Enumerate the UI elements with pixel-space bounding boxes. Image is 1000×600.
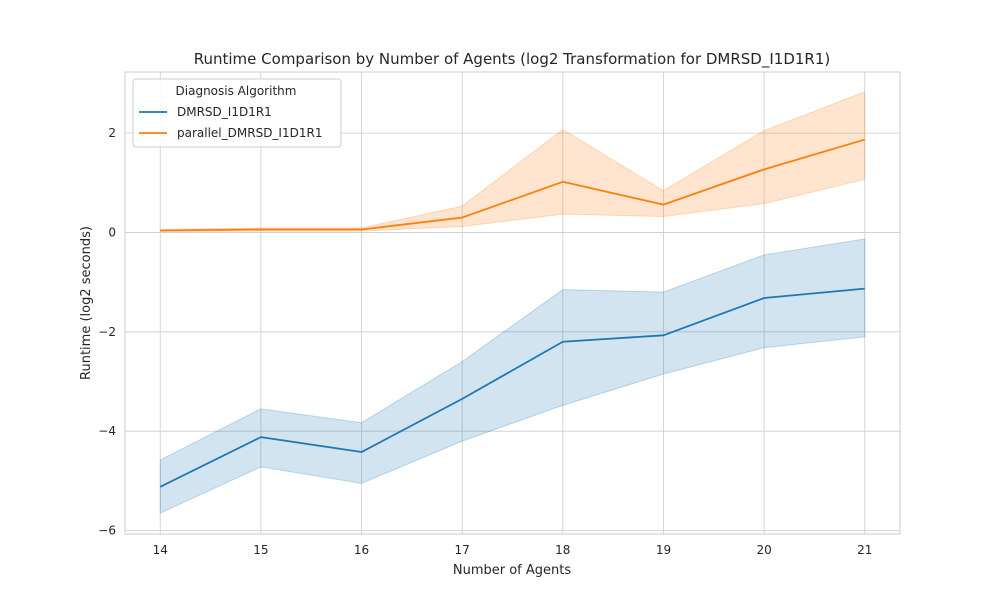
y-tick-labels: −6 −4 −2 0 2 [98, 126, 116, 537]
y-tick-label: 0 [108, 225, 116, 239]
series-line-0 [159, 287, 865, 488]
chart-title: Runtime Comparison by Number of Agents (… [194, 50, 831, 69]
x-tick-label: 18 [555, 543, 570, 557]
x-tick-labels: 14 15 16 17 18 19 20 21 [153, 543, 873, 557]
confidence-band-series-0 [159, 238, 866, 514]
legend-label-series-0: DMRSD_I1D1R1 [177, 105, 272, 119]
confidence-bands [159, 91, 866, 514]
legend-label-series-1: parallel_DMRSD_I1D1R1 [177, 126, 322, 140]
plot-frame [124, 71, 901, 535]
y-axis-label: Runtime (log2 seconds) [79, 226, 94, 380]
y-tick-label: −4 [98, 424, 116, 438]
x-tick-label: 17 [455, 543, 470, 557]
x-tick-label: 20 [756, 543, 771, 557]
series-lines [159, 138, 866, 488]
legend: Diagnosis Algorithm DMRSD_I1D1R1 paralle… [132, 78, 342, 148]
x-tick-label: 16 [354, 543, 369, 557]
x-tick-label: 19 [656, 543, 671, 557]
x-tick-label: 15 [253, 543, 268, 557]
series-line-1 [160, 138, 866, 232]
x-tick-label: 21 [857, 543, 872, 557]
legend-box [132, 78, 342, 148]
y-tick-label: 2 [108, 126, 116, 140]
y-tick-label: −2 [98, 325, 116, 339]
legend-title: Diagnosis Algorithm [176, 84, 297, 98]
grid [125, 72, 900, 534]
x-axis-label: Number of Agents [453, 563, 571, 578]
y-tick-label: −6 [98, 524, 116, 538]
x-tick-label: 14 [153, 543, 168, 557]
